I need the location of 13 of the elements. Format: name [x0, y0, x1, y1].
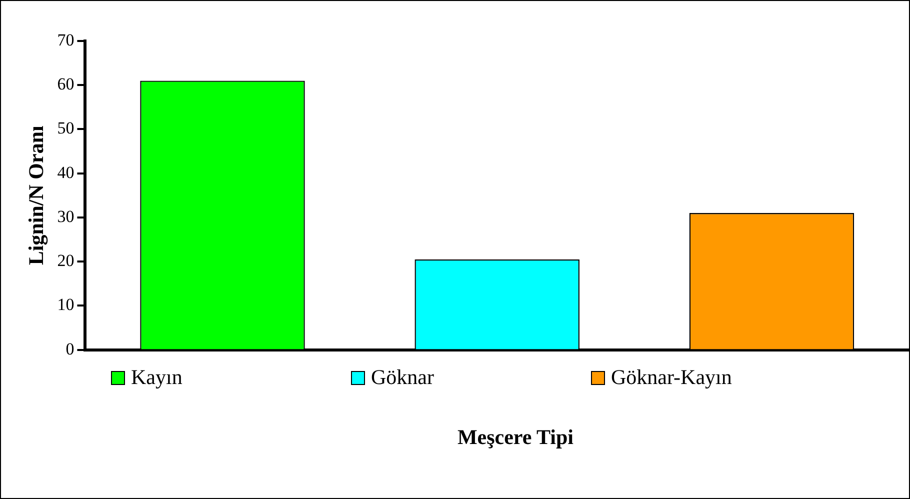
legend-label: Göknar-Kayın — [611, 365, 732, 390]
y-tick-label: 60 — [57, 74, 74, 94]
y-tick-label: 0 — [66, 339, 74, 358]
y-tick-label: 50 — [57, 118, 74, 138]
y-tick-label: 30 — [57, 206, 74, 226]
y-axis-title: Lignin/N Oranı — [24, 126, 48, 266]
x-axis-title: Meşcere Tipi — [456, 425, 575, 450]
y-tick-label: 40 — [57, 162, 74, 182]
y-tick-label: 20 — [57, 251, 74, 270]
legend-label: Göknar — [371, 365, 434, 390]
y-tick-label: 10 — [57, 295, 74, 314]
legend-label: Kayın — [131, 365, 182, 390]
y-tick-label: 70 — [57, 30, 74, 50]
